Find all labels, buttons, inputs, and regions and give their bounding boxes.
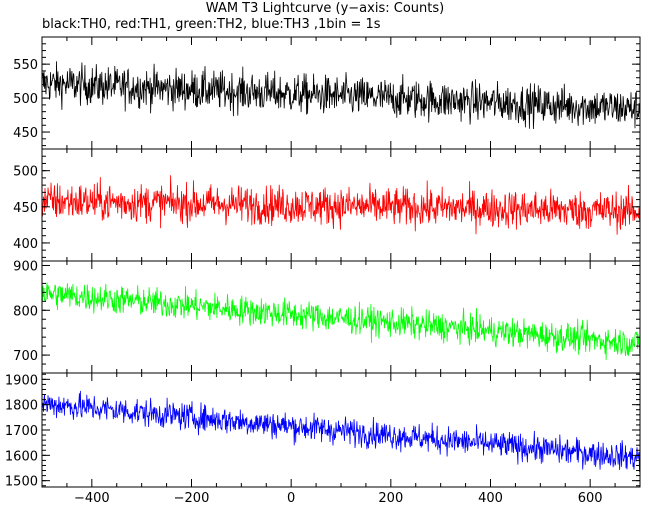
y-tick-label: 800 xyxy=(13,304,38,319)
y-tick-label: 400 xyxy=(13,237,38,252)
x-tick-label: 600 xyxy=(578,491,603,505)
y-tick-label: 1800 xyxy=(5,399,38,414)
y-tick-label: 500 xyxy=(13,92,38,107)
panel-frame-TH2 xyxy=(41,260,641,374)
x-tick-label: 0 xyxy=(287,491,295,505)
y-tick-label: 700 xyxy=(13,349,38,364)
x-tick-label: −200 xyxy=(174,491,210,505)
x-tick-label: −400 xyxy=(74,491,110,505)
chart-subtitle: black:TH0, red:TH1, green:TH2, blue:TH3 … xyxy=(42,17,381,32)
y-tick-label: 1700 xyxy=(5,424,38,439)
y-tick-label: 1600 xyxy=(5,449,38,464)
x-tick-label: 200 xyxy=(378,491,403,505)
series-TH1 xyxy=(41,175,641,235)
y-tick-label: 1900 xyxy=(5,373,38,388)
y-tick-label: 550 xyxy=(13,58,38,73)
series-TH3 xyxy=(41,390,641,472)
y-tick-label: 1500 xyxy=(5,475,38,490)
series-TH0 xyxy=(41,61,641,130)
y-tick-label: 450 xyxy=(13,201,38,216)
chart-title: WAM T3 Lightcurve (y−axis: Counts) xyxy=(205,1,445,16)
y-tick-label: 900 xyxy=(13,259,38,274)
y-tick-label: 450 xyxy=(13,126,38,141)
y-tick-label: 500 xyxy=(13,165,38,180)
x-tick-label: 400 xyxy=(478,491,503,505)
series-TH2 xyxy=(41,282,641,361)
